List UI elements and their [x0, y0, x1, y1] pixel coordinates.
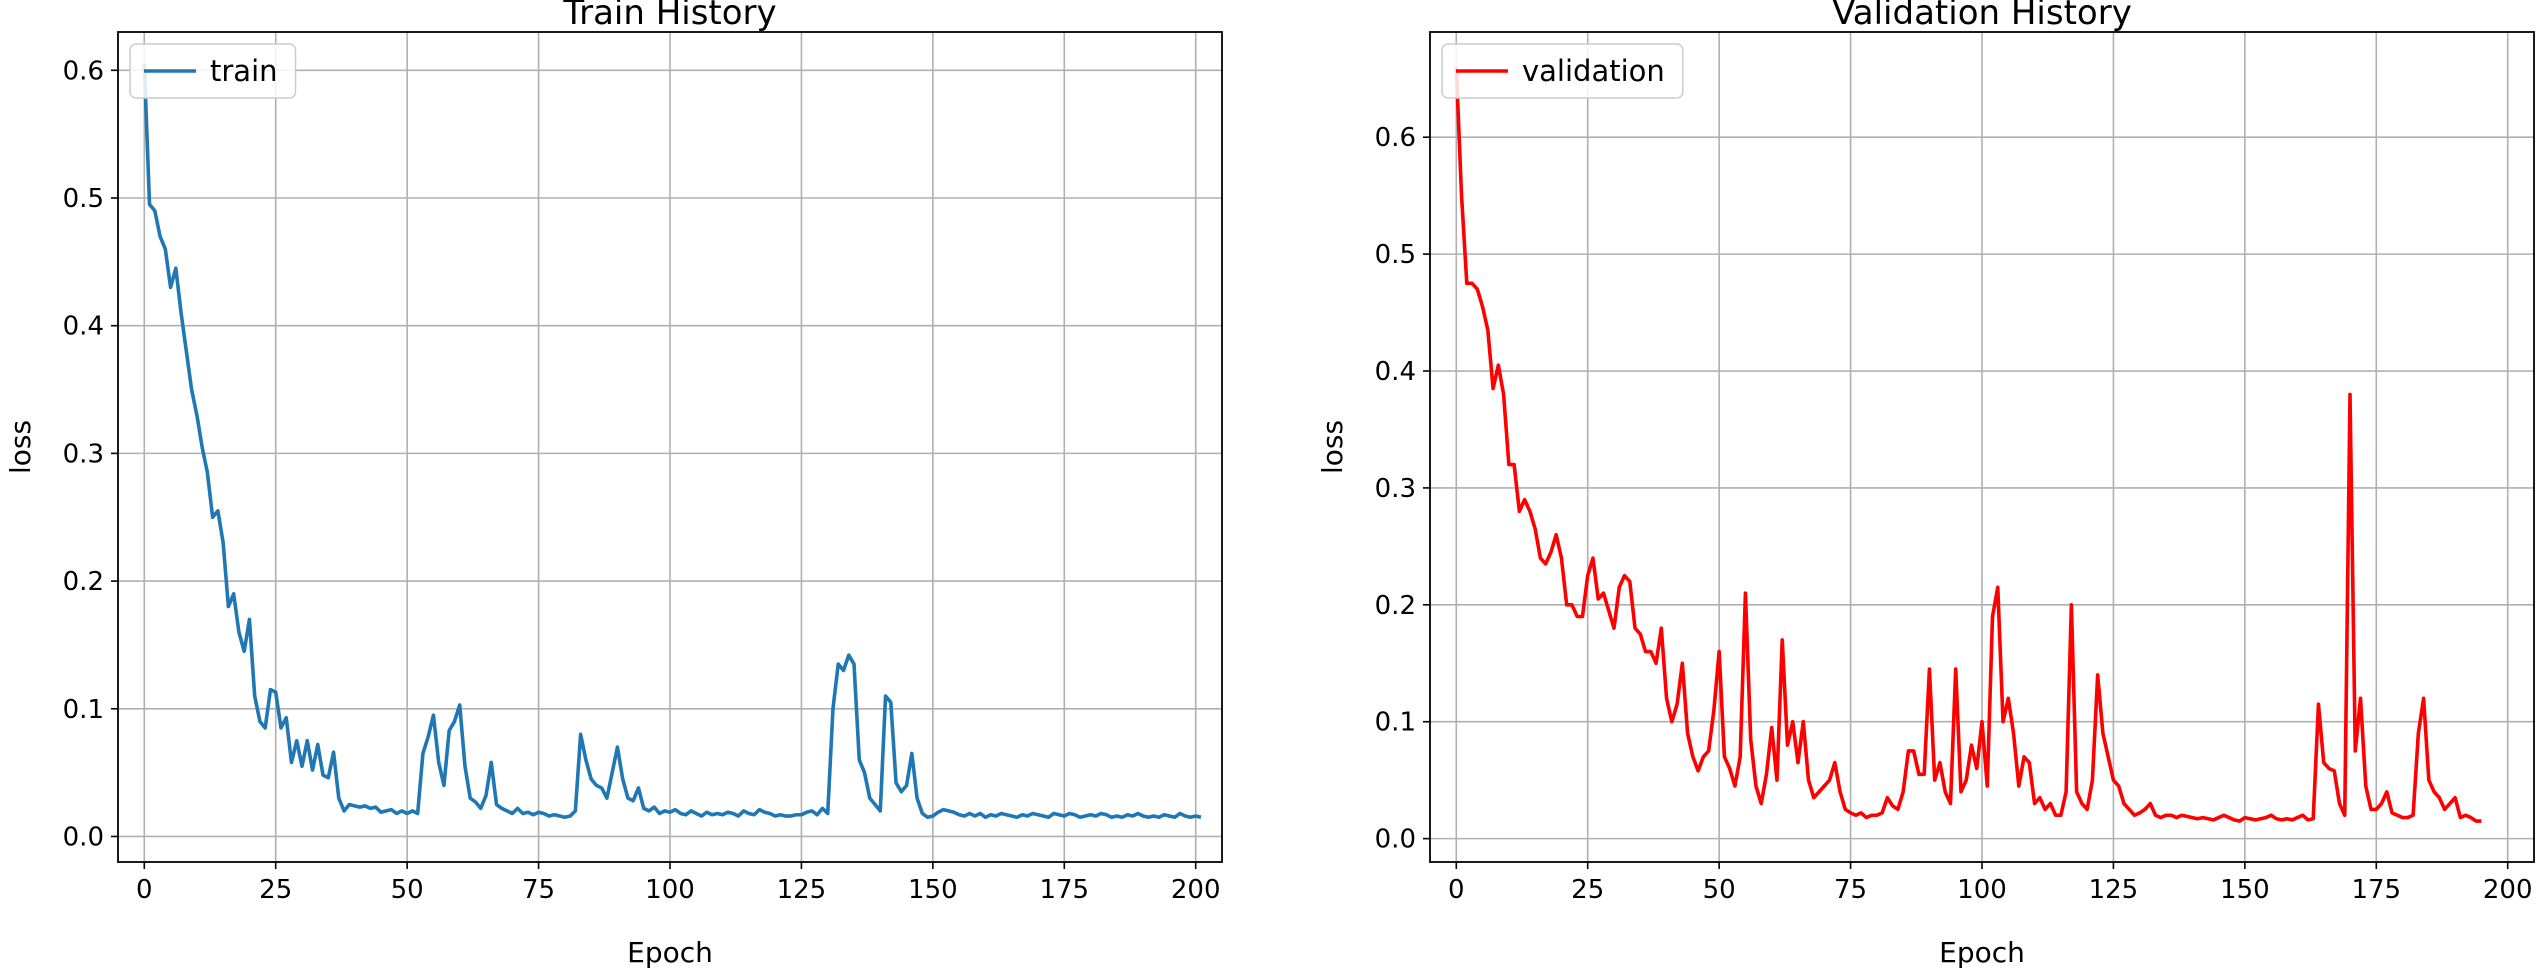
- x-tick-label: 100: [1957, 875, 2007, 905]
- train-series-line: [142, 63, 1202, 820]
- legend-label: validation: [1522, 54, 1665, 88]
- axis-ticks: 0 25 50 75 100 125 150 175 200 0.0 0.1 0.2 0.3 0.4 0.5…: [1375, 123, 2533, 905]
- x-tick-label: 25: [1571, 875, 1604, 905]
- x-tick-label: 75: [1834, 875, 1867, 905]
- y-tick-label: 0.6: [63, 56, 104, 86]
- legend-label: train: [210, 54, 278, 88]
- y-axis-label: loss: [1316, 420, 1349, 474]
- y-tick-label: 0.3: [63, 439, 104, 469]
- legend: validation: [1441, 43, 1684, 99]
- x-tick-label: 175: [1039, 875, 1089, 905]
- x-axis-label: Epoch: [627, 936, 713, 969]
- y-tick-label: 0.6: [1375, 123, 1416, 153]
- x-tick-label: 125: [2089, 875, 2139, 905]
- x-tick-label: 75: [522, 875, 555, 905]
- y-tick-label: 0.2: [1375, 591, 1416, 621]
- y-tick-label: 0.0: [1375, 825, 1416, 855]
- legend: train: [129, 43, 297, 99]
- y-tick-label: 0.5: [1375, 240, 1416, 270]
- x-tick-label: 50: [391, 875, 424, 905]
- train-history-chart: Train History 0 25 50 75 100 125 150 175 2000.00…: [4, 0, 1223, 969]
- x-tick-label: 150: [2220, 875, 2270, 905]
- legend-box: [1441, 43, 1684, 99]
- y-tick-label: 0.4: [63, 312, 104, 342]
- x-tick-label: 50: [1703, 875, 1736, 905]
- grid: [118, 32, 1222, 862]
- y-tick-label: 0.2: [63, 567, 104, 597]
- validation-history-chart: Validation History 0 25 50 75 100 125 150 175 20…: [1316, 0, 2535, 969]
- y-tick-label: 0.1: [63, 695, 104, 725]
- x-tick-label: 0: [1448, 875, 1465, 905]
- y-tick-label: 0.1: [1375, 708, 1416, 738]
- x-tick-label: 200: [2483, 875, 2533, 905]
- y-tick-label: 0.0: [63, 822, 104, 852]
- y-tick-label: 0.3: [1375, 474, 1416, 504]
- y-tick-label: 0.4: [1375, 357, 1416, 387]
- legend-box: [129, 43, 297, 99]
- validation-series-line: [1454, 66, 2482, 823]
- y-tick-label: 0.5: [63, 184, 104, 214]
- chart-title: Validation History: [1832, 0, 2132, 33]
- x-tick-label: 200: [1171, 875, 1221, 905]
- chart-title: Train History: [562, 0, 776, 33]
- x-tick-label: 100: [645, 875, 695, 905]
- x-axis-label: Epoch: [1939, 936, 2025, 969]
- x-tick-label: 125: [777, 875, 827, 905]
- x-tick-label: 150: [908, 875, 958, 905]
- y-axis-label: loss: [4, 420, 37, 474]
- x-tick-label: 25: [259, 875, 292, 905]
- x-tick-label: 175: [2351, 875, 2401, 905]
- x-tick-label: 0: [136, 875, 153, 905]
- axis-ticks: 0 25 50 75 100 125 150 175 200 0.0 0.1 0.2 0.3 0.4 0.5…: [63, 56, 1221, 905]
